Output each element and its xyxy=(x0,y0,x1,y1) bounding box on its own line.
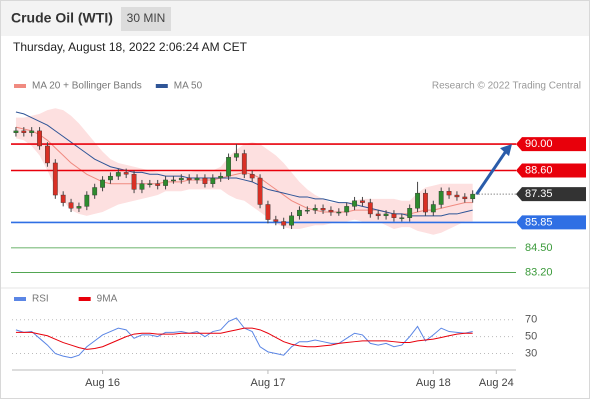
candle-body xyxy=(438,191,444,205)
candle-body xyxy=(352,200,357,207)
candle-body xyxy=(462,196,468,200)
candle-body xyxy=(178,177,184,181)
candle-body xyxy=(123,172,129,175)
candle-body xyxy=(52,162,58,196)
candle-body xyxy=(21,130,27,133)
candle-body xyxy=(13,130,19,133)
level-label: 85.85 xyxy=(525,216,553,228)
x-tick-label: Aug 18 xyxy=(416,377,451,389)
candle-body xyxy=(257,177,263,205)
level-label: 88.60 xyxy=(525,164,553,176)
candle-body xyxy=(367,202,373,215)
candle-body xyxy=(202,177,208,184)
candle-body xyxy=(194,177,200,181)
timeframe[interactable]: 30 MIN xyxy=(127,11,166,25)
legend-swatch xyxy=(14,297,26,301)
candle-body xyxy=(297,209,302,217)
forecast-arrow xyxy=(475,150,508,195)
candle-body xyxy=(344,206,350,213)
level-label: 90.00 xyxy=(525,138,553,150)
candle-body xyxy=(273,219,279,222)
level-badge xyxy=(516,163,586,178)
candle-body xyxy=(76,206,82,209)
candle-body xyxy=(415,192,420,209)
header-bar xyxy=(1,1,589,36)
candle-body xyxy=(446,191,452,196)
candle-body xyxy=(115,172,121,177)
candle-body xyxy=(407,208,413,218)
candle-body xyxy=(470,193,476,200)
candle-body xyxy=(399,217,405,219)
candle-body xyxy=(108,175,113,181)
plot-layer: MA 20 + Bollinger Bands MA 50 90.00 88.60 87… xyxy=(11,81,586,389)
y-tick-label: 50 xyxy=(525,331,537,343)
candle-body xyxy=(37,130,42,147)
legend-label: MA 50 xyxy=(174,81,203,92)
candle-body xyxy=(29,130,35,133)
candle-body xyxy=(336,211,342,214)
candle-body xyxy=(84,194,90,207)
candle-body xyxy=(249,174,255,179)
candle-body xyxy=(68,202,74,209)
candle-body xyxy=(391,213,397,218)
candle-body xyxy=(139,183,145,190)
level-label: 84.50 xyxy=(525,242,553,254)
legend-label: 9MA xyxy=(97,294,118,305)
candle-body xyxy=(430,204,436,213)
moving-average-line xyxy=(15,111,473,217)
level-badge xyxy=(516,187,586,202)
candle-body xyxy=(60,194,66,203)
candle-body xyxy=(241,153,247,175)
candle-body xyxy=(45,145,50,164)
legend-swatch xyxy=(14,84,26,88)
candle-body xyxy=(265,204,271,220)
candle-body xyxy=(454,194,460,198)
level-label: 83.20 xyxy=(525,266,553,278)
candle-body xyxy=(383,213,389,217)
legend-swatch xyxy=(78,297,91,301)
forecast-arrowhead xyxy=(500,144,512,157)
level-badge xyxy=(516,215,586,230)
candle-body xyxy=(163,179,168,186)
legend-label: MA 20 + Bollinger Bands xyxy=(32,81,142,92)
x-tick-label: Aug 17 xyxy=(251,377,286,389)
candle-body xyxy=(186,177,192,181)
candle-body xyxy=(281,221,287,226)
candle-body xyxy=(289,215,294,226)
candle-body xyxy=(171,179,176,182)
level-label: 87.35 xyxy=(525,188,553,200)
x-tick-label: Aug 16 xyxy=(85,377,120,389)
candle-body xyxy=(328,209,334,213)
candle-body xyxy=(304,209,310,212)
candle-body xyxy=(131,174,137,190)
rsi-line xyxy=(15,327,473,350)
timestamp: Thursday, August 18, 2022 2:06:24 AM CET xyxy=(13,40,248,54)
candle-body xyxy=(226,157,231,177)
legend-label: RSI xyxy=(32,294,49,305)
candle-body xyxy=(320,208,326,211)
candle-body xyxy=(100,179,105,188)
instrument-title: Crude Oil (WTI) xyxy=(11,10,113,26)
candle-body xyxy=(210,177,216,184)
level-badge xyxy=(516,137,586,152)
candle-body xyxy=(155,183,161,186)
copyright: Research © 2022 Trading Central xyxy=(432,81,581,92)
candle-body xyxy=(92,187,98,196)
candle-body xyxy=(147,183,153,185)
candle-body xyxy=(312,208,318,211)
x-tick-label: Aug 24 xyxy=(479,377,514,389)
candle-body xyxy=(423,192,428,213)
y-tick-label: 70 xyxy=(525,314,537,326)
candle-body xyxy=(375,213,381,217)
timeframe-badge[interactable] xyxy=(121,7,171,31)
candle-body xyxy=(234,153,239,158)
legend-swatch xyxy=(155,84,168,88)
candle-body xyxy=(218,175,224,179)
candle-body xyxy=(360,200,365,203)
y-tick-label: 30 xyxy=(525,347,537,359)
